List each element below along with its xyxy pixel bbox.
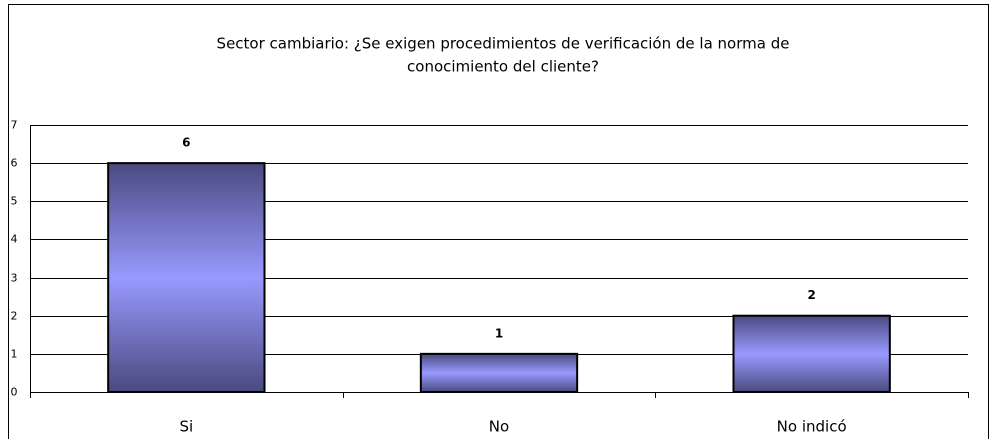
value-label: 1 xyxy=(495,326,503,340)
x-tick-label: No indicó xyxy=(777,418,847,436)
chart-title: Sector cambiario: ¿Se exigen procedimien… xyxy=(217,35,790,53)
chart-border xyxy=(8,4,989,439)
y-tick-label: 1 xyxy=(11,348,18,361)
y-tick-label: 4 xyxy=(11,233,18,246)
value-label: 2 xyxy=(807,288,815,302)
chart-title: conocimiento del cliente? xyxy=(407,58,599,76)
y-tick-label: 7 xyxy=(11,119,18,132)
y-tick-label: 5 xyxy=(11,195,18,208)
value-label: 6 xyxy=(182,136,190,150)
x-tick-label: Si xyxy=(179,418,193,436)
y-tick-label: 2 xyxy=(11,310,18,323)
y-tick-label: 3 xyxy=(11,272,18,285)
y-tick-label: 0 xyxy=(11,386,18,399)
y-tick-label: 6 xyxy=(11,157,18,170)
bar xyxy=(419,352,579,394)
bar xyxy=(732,314,891,394)
x-tick-label: No xyxy=(489,418,509,436)
bar xyxy=(107,162,266,393)
